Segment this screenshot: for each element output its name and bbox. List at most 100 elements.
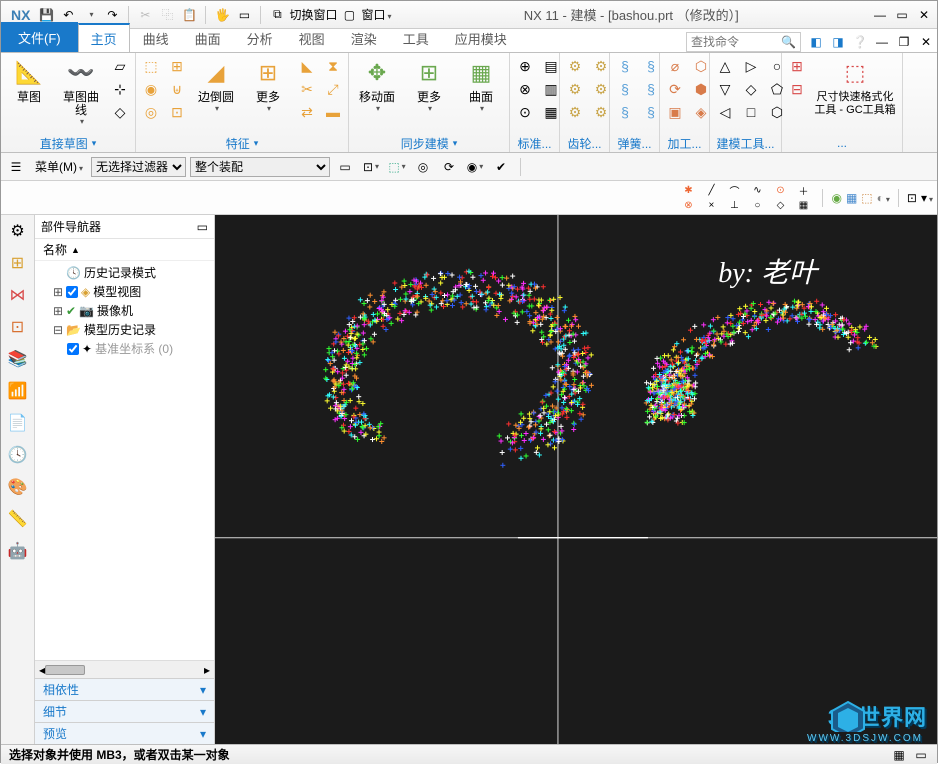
sel2-icon[interactable]: ⊡ (360, 156, 382, 178)
expand-icon[interactable]: ⊞ (53, 304, 63, 318)
spring3-icon[interactable]: § (614, 101, 636, 123)
sel3-icon[interactable]: ⬚ (386, 156, 408, 178)
snap-wave-icon[interactable]: ∿ (746, 183, 768, 197)
tab-curve[interactable]: 曲线 (130, 24, 182, 52)
unite-icon[interactable]: ⊎ (166, 78, 188, 100)
window-icon[interactable]: ▢ (339, 5, 359, 25)
settings-gear-icon[interactable]: ⚙ (6, 219, 30, 243)
move-face-button[interactable]: ✥移动面 (353, 55, 401, 115)
std5-icon[interactable]: ▥ (540, 78, 562, 100)
maximize-button[interactable]: ▭ (893, 6, 911, 24)
filter-select[interactable]: 无选择过滤器 (91, 157, 186, 177)
snap-int-icon[interactable]: × (700, 198, 722, 212)
mirror-icon[interactable]: ⧗ (322, 55, 344, 77)
tab-file[interactable]: 文件(F) (1, 22, 78, 52)
mt2-icon[interactable]: ▽ (714, 78, 736, 100)
view6-icon[interactable]: ▾ (921, 191, 933, 205)
pin-icon[interactable]: ▭ (197, 220, 208, 234)
mt6-icon[interactable]: □ (740, 101, 762, 123)
tree-node-model-history[interactable]: ⊟📂模型历史记录 (39, 320, 210, 339)
thicken-icon[interactable]: ▬ (322, 101, 344, 123)
constraint-icon[interactable]: ⋈ (6, 283, 30, 307)
snap-arc-icon[interactable]: ⌒ (723, 183, 745, 197)
tab-home[interactable]: 主页 (78, 23, 130, 52)
gear3-icon[interactable]: ⚙ (564, 101, 586, 123)
measure-icon[interactable]: 📏 (6, 507, 30, 531)
snap-quad-icon[interactable]: ◇ (769, 198, 791, 212)
std1-icon[interactable]: ⊕ (514, 55, 536, 77)
tab-analysis[interactable]: 分析 (234, 24, 286, 52)
menu-button[interactable]: 菜单(M) (31, 156, 87, 177)
mt3-icon[interactable]: ◁ (714, 101, 736, 123)
spring1-icon[interactable]: § (614, 55, 636, 77)
tab-render[interactable]: 渲染 (338, 24, 390, 52)
spring4-icon[interactable]: § (640, 55, 662, 77)
extrude-icon[interactable]: ⬚ (140, 55, 162, 77)
child-minimize-button[interactable]: — (872, 32, 892, 52)
mach5-icon[interactable]: ⬢ (690, 78, 712, 100)
palette-icon[interactable]: 🎨 (6, 475, 30, 499)
spring5-icon[interactable]: § (640, 78, 662, 100)
scale-icon[interactable]: ⤢ (322, 78, 344, 100)
snap-mid-icon[interactable]: ⊗ (677, 198, 699, 212)
spring6-icon[interactable]: § (640, 101, 662, 123)
touch-icon[interactable]: 🖐 (212, 5, 232, 25)
part-tree[interactable]: 🕓历史记录模式 ⊞◈模型视图 ⊞✔📷摄像机 ⊟📂模型历史记录 ✦基准坐标系 (0… (35, 261, 214, 660)
tree-node-history-mode[interactable]: 🕓历史记录模式 (39, 263, 210, 282)
sketch-curve-button[interactable]: 〰️草图曲线 (57, 55, 105, 128)
pattern-icon[interactable]: ⊞ (166, 55, 188, 77)
doc-icon[interactable]: 📄 (6, 411, 30, 435)
section-preview[interactable]: 预览▾ (35, 722, 214, 744)
layout2-icon[interactable]: ◨ (828, 32, 848, 52)
view5-icon[interactable]: ⊡ (907, 191, 917, 205)
sel6-icon[interactable]: ◉ (464, 156, 486, 178)
h-scrollbar[interactable]: ◂▸ (35, 660, 214, 678)
mach2-icon[interactable]: ⟳ (664, 78, 686, 100)
history-nav-icon[interactable]: 🕓 (6, 443, 30, 467)
snap-center-icon[interactable]: ⊙ (769, 183, 791, 197)
sel7-icon[interactable]: ✔ (490, 156, 512, 178)
sel4-icon[interactable]: ◎ (412, 156, 434, 178)
gear6-icon[interactable]: ⚙ (590, 101, 612, 123)
gear2-icon[interactable]: ⚙ (564, 78, 586, 100)
chamfer-button[interactable]: ◢边倒圆 (192, 55, 240, 115)
layout-icon[interactable]: ◧ (806, 32, 826, 52)
child-close-button[interactable]: ✕ (916, 32, 936, 52)
scroll-thumb[interactable] (45, 665, 85, 675)
view3-icon[interactable]: ⬚ (861, 191, 872, 205)
snap-perp-icon[interactable]: ⊥ (723, 198, 745, 212)
menu-icon[interactable]: ☰ (5, 156, 27, 178)
more-sync-button[interactable]: ⊞更多 (405, 55, 453, 115)
std6-icon[interactable]: ▦ (540, 101, 562, 123)
window-menu-label[interactable]: 窗口 (361, 6, 391, 23)
command-search[interactable]: 🔍 (686, 32, 801, 52)
collapse-icon[interactable]: ⊟ (53, 323, 63, 337)
paste-icon[interactable]: 📋 (179, 5, 199, 25)
minimize-button[interactable]: — (871, 6, 889, 24)
mach6-icon[interactable]: ◈ (690, 101, 712, 123)
tab-tools[interactable]: 工具 (390, 24, 442, 52)
std4-icon[interactable]: ▤ (540, 55, 562, 77)
mach1-icon[interactable]: ⌀ (664, 55, 686, 77)
snap-grid-icon[interactable]: ▦ (792, 198, 814, 212)
sel5-icon[interactable]: ⟳ (438, 156, 460, 178)
status-grid-icon[interactable]: ▦ (891, 747, 907, 763)
sel1-icon[interactable]: ▭ (334, 156, 356, 178)
web-icon[interactable]: 📶 (6, 379, 30, 403)
surface-button[interactable]: ▦曲面 (457, 55, 505, 115)
scroll-right-icon[interactable]: ▸ (204, 663, 210, 677)
undo-dropdown[interactable] (80, 5, 100, 25)
gear4-icon[interactable]: ⚙ (590, 55, 612, 77)
node-checkbox[interactable] (66, 286, 78, 298)
expand-icon[interactable]: ⊞ (53, 285, 63, 299)
tab-application[interactable]: 应用模块 (442, 24, 520, 52)
graphics-viewport[interactable]: by: 老叶 Z X Y 3D世界网 WWW.3DSJW.COM (215, 215, 937, 744)
copy-icon[interactable]: ⿻ (157, 5, 177, 25)
mt5-icon[interactable]: ◇ (740, 78, 762, 100)
gear5-icon[interactable]: ⚙ (590, 78, 612, 100)
sketch-button[interactable]: 📐草图 (5, 55, 53, 106)
gc2-icon[interactable]: ⊟ (786, 78, 808, 100)
tree-node-camera[interactable]: ⊞✔📷摄像机 (39, 301, 210, 320)
tree-node-model-view[interactable]: ⊞◈模型视图 (39, 282, 210, 301)
tab-surface[interactable]: 曲面 (182, 24, 234, 52)
